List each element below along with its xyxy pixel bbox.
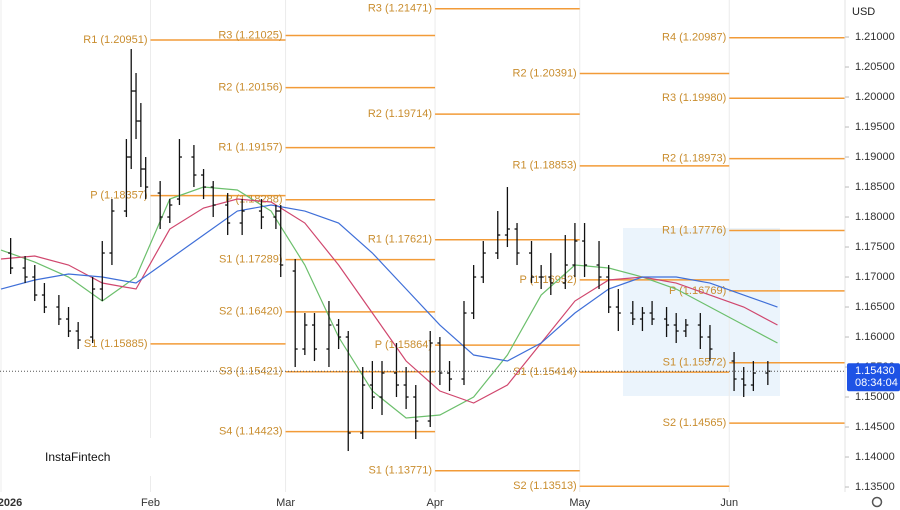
countdown: 08:34:04 (855, 377, 898, 389)
pivot-label: S1 (1.15414) (513, 366, 577, 378)
pivot-label: R2 (1.20391) (513, 67, 577, 79)
pivot-label: S2 (1.16420) (219, 306, 283, 318)
pivot-label: S3 (1.15421) (219, 366, 283, 378)
y-tick-label: 1.13500 (855, 481, 895, 493)
watermark: InstaFintech (45, 450, 110, 464)
pivot-label: R4 (1.20987) (662, 32, 726, 44)
y-tick-label: 1.17500 (855, 241, 895, 253)
pivot-label: S1 (1.13771) (368, 465, 432, 477)
last-price-box (847, 363, 900, 392)
moving-average (0, 186, 778, 419)
y-tick-label: 1.14000 (855, 451, 895, 463)
y-tick-label: 1.20500 (855, 61, 895, 73)
pivot-label: R1 (1.19157) (218, 142, 282, 154)
pivot-label: R2 (1.18973) (662, 153, 726, 165)
y-tick-label: 1.18000 (855, 211, 895, 223)
pivot-label: S2 (1.13513) (513, 480, 577, 492)
y-tick-label: 1.16500 (855, 301, 895, 313)
pivot-label: R3 (1.21025) (218, 29, 282, 41)
pivot-label: R1 (1.18853) (513, 160, 577, 172)
x-tick-label: Jun (720, 497, 738, 509)
y-tick-label: 1.15000 (855, 391, 895, 403)
x-tick-label: Mar (276, 497, 295, 509)
y-tick-label: 1.19000 (855, 151, 895, 163)
pivot-label: R2 (1.19714) (368, 108, 432, 120)
pivot-label: S2 (1.14565) (663, 417, 727, 429)
y-tick-label: 1.14500 (855, 421, 895, 433)
y-tick-label: 1.18500 (855, 181, 895, 193)
pivot-label: P (1.15864) (375, 339, 432, 351)
price-axis (845, 0, 900, 510)
pivot-label: S4 (1.14423) (219, 426, 283, 438)
pivot-label: R1 (1.20951) (83, 34, 147, 46)
pivot-label: R2 (1.20156) (218, 82, 282, 94)
pivot-label: S1 (1.15572) (663, 357, 727, 369)
pivot-label: P (1.18357) (90, 190, 147, 202)
y-tick-label: 1.19500 (855, 121, 895, 133)
pivot-label: R1 (1.17621) (368, 234, 432, 246)
y-tick-label: 1.17000 (855, 271, 895, 283)
y-tick-label: 1.21000 (855, 31, 895, 43)
pivot-label: P (1.16952) (519, 274, 576, 286)
x-tick-label: 2026 (0, 497, 22, 509)
pivot-label: R1 (1.17776) (662, 224, 726, 236)
y-tick-label: 1.20000 (855, 91, 895, 103)
y-tick-label: 1.16000 (855, 331, 895, 343)
pivot-label: S1 (1.17289) (219, 254, 283, 266)
moving-average (0, 204, 778, 362)
pivot-label: S1 (1.15885) (84, 338, 148, 350)
watermark-box (37, 438, 155, 476)
x-tick-label: May (569, 497, 590, 509)
moving-average (0, 198, 778, 404)
last-price-label: 1.15430 (855, 365, 895, 377)
settings-icon[interactable] (871, 496, 883, 508)
pivot-label: R3 (1.21471) (368, 3, 432, 15)
x-tick-label: Apr (426, 497, 443, 509)
currency-label: USD (852, 6, 875, 18)
pivot-label: R3 (1.19980) (662, 92, 726, 104)
x-tick-label: Feb (141, 497, 160, 509)
